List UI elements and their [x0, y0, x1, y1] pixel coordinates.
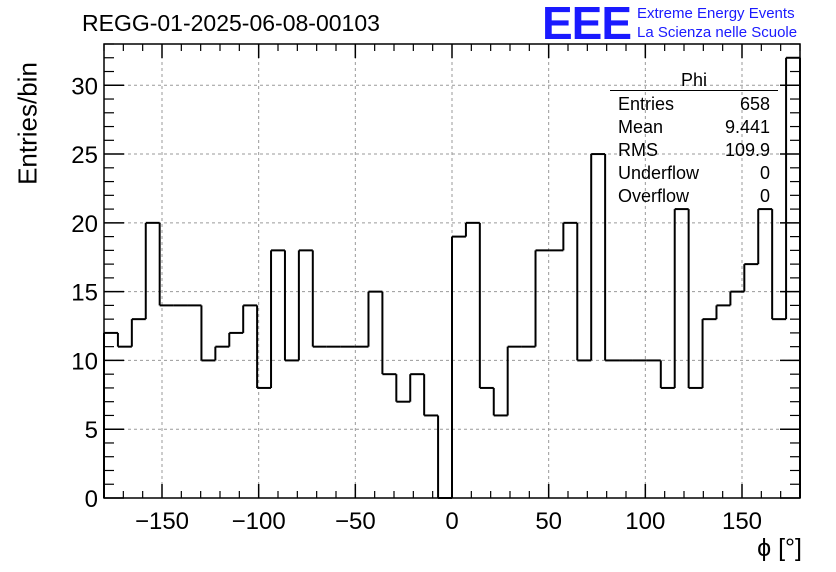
run-title: REGG-01-2025-06-08-00103: [82, 10, 380, 36]
histogram-bars: [103, 56, 801, 499]
stats-row-overflow: Overflow 0: [610, 185, 778, 208]
stats-label: Overflow: [618, 186, 690, 206]
y-tick-label: 20: [71, 211, 98, 238]
stats-row-underflow: Underflow 0: [610, 162, 778, 185]
y-tick-label: 15: [71, 280, 98, 307]
eee-logo: EEE: [542, 0, 632, 49]
axis-ticks: [103, 43, 801, 499]
x-tick-label: 100: [625, 508, 665, 535]
stats-title: Phi: [610, 70, 778, 91]
stats-label: RMS: [618, 140, 658, 160]
stats-box: Phi Entries 658 Mean 9.441 RMS 109.9 Und…: [610, 70, 778, 208]
x-tick-label: 0: [445, 508, 458, 535]
stats-value: 0: [759, 163, 770, 183]
x-tick-label: −150: [135, 508, 189, 535]
stats-label: Mean: [618, 117, 664, 137]
x-axis-label: ϕ [°]: [757, 534, 802, 562]
y-tick-label: 25: [71, 142, 98, 169]
stats-label: Entries: [618, 94, 675, 114]
stats-label: Underflow: [618, 163, 700, 183]
y-tick-label: 10: [71, 348, 98, 375]
stats-row-rms: RMS 109.9: [610, 139, 778, 162]
logo-caption: Extreme Energy Events La Scienza nelle S…: [637, 4, 797, 42]
logo-line-2: La Scienza nelle Scuole: [637, 24, 798, 41]
stats-value: 0: [759, 186, 770, 206]
stats-value: 658: [739, 94, 770, 114]
y-axis-label: Entries/bin: [12, 62, 43, 185]
stats-row-mean: Mean 9.441: [610, 116, 778, 139]
stats-row-entries: Entries 658: [610, 93, 778, 116]
x-tick-label: −50: [335, 508, 376, 535]
tick-labels: −150 −100 −50 0 50 100 150 0 5 10 15 20 25 30: [71, 73, 762, 535]
y-tick-label: 0: [85, 486, 98, 513]
stats-value: 109.9: [724, 140, 770, 160]
y-tick-label: 30: [71, 73, 98, 100]
logo-line-1: Extreme Energy Events: [637, 5, 795, 22]
x-tick-label: −100: [232, 508, 286, 535]
y-tick-label: 5: [85, 417, 98, 444]
x-tick-label: 150: [722, 508, 762, 535]
x-tick-label: 50: [535, 508, 562, 535]
stats-value: 9.441: [724, 117, 770, 137]
